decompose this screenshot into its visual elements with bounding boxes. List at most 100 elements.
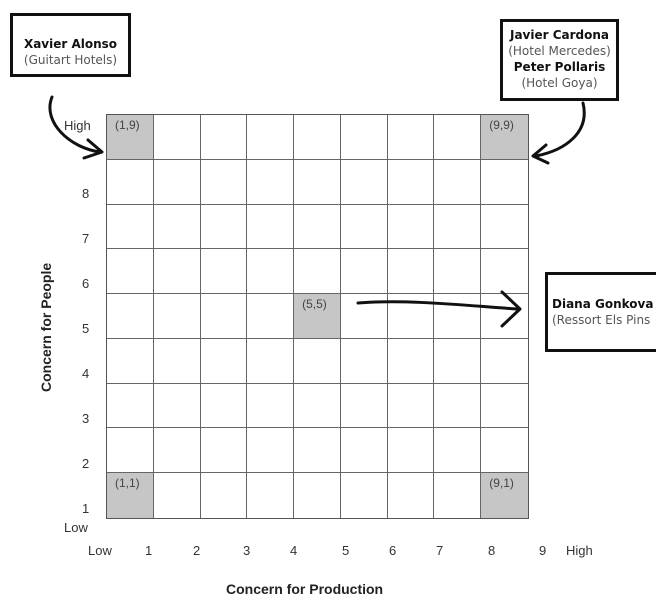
cell-label: (9,9) (489, 118, 514, 132)
grid-cell (294, 204, 341, 250)
callout-name: Javier Cardona (509, 28, 610, 42)
grid-cell (387, 428, 435, 474)
arrow-cardona (534, 101, 586, 158)
grid-cell (481, 294, 528, 339)
x-tick: 3 (243, 543, 251, 558)
grid-cell (434, 204, 482, 250)
x-axis-low-label: Low (88, 543, 112, 558)
grid-cell (434, 383, 482, 429)
grid-cell (247, 204, 295, 250)
grid-cell (153, 294, 201, 339)
callout-org: (Ressort Els Pins (552, 313, 651, 327)
grid-cell (387, 473, 435, 518)
grid-cell (481, 338, 528, 384)
grid-cell (247, 473, 295, 518)
x-tick: 8 (488, 543, 496, 558)
grid-cell-9-1: (9,1) (481, 473, 528, 518)
grid-cell (247, 249, 295, 295)
y-tick: 3 (82, 411, 90, 426)
grid-cell (294, 115, 341, 160)
grid-cell (481, 159, 528, 205)
grid-cell (387, 383, 435, 429)
grid-cell (200, 159, 248, 205)
y-tick: 4 (82, 366, 90, 381)
grid-cell (200, 473, 248, 518)
callout-name: Xavier Alonso (23, 37, 118, 51)
arrow-alonso-head (82, 138, 104, 160)
grid-cell (200, 338, 248, 384)
grid-cell (340, 159, 388, 205)
grid-cell (340, 383, 388, 429)
grid-cell (200, 204, 248, 250)
grid-cell (481, 428, 528, 474)
grid-cell-5-5: (5,5) (294, 294, 341, 339)
grid-cell (247, 115, 295, 160)
grid-cell (200, 294, 248, 339)
grid-cell (153, 473, 201, 518)
grid-cell (434, 338, 482, 384)
grid-cell (434, 249, 482, 295)
y-tick: 2 (82, 456, 90, 471)
y-tick: 6 (82, 276, 90, 291)
callout-cardona-pollaris: Javier Cardona (Hotel Mercedes) Peter Po… (500, 19, 619, 101)
callout-xavier-alonso: Xavier Alonso (Guitart Hotels) (10, 13, 131, 77)
grid-cell (153, 338, 201, 384)
callout-org: (Hotel Goya) (521, 76, 598, 90)
grid-cell (340, 204, 388, 250)
grid-cell (434, 115, 482, 160)
grid-cell (200, 383, 248, 429)
grid-cell (434, 294, 482, 339)
callout-name: Diana Gonkova (552, 297, 654, 311)
grid-cell (200, 428, 248, 474)
grid-cell (387, 159, 435, 205)
x-tick: 5 (342, 543, 350, 558)
grid-cell (107, 204, 154, 250)
y-tick: 5 (82, 321, 90, 336)
cell-label: (9,1) (489, 476, 514, 491)
grid-cell (294, 159, 341, 205)
managerial-grid: (1,9) (9,9) (5,5) (106, 114, 529, 519)
grid-cell-1-1: (1,1) (107, 473, 154, 518)
grid-cell (247, 428, 295, 474)
x-tick: 2 (193, 543, 201, 558)
x-tick: 7 (436, 543, 444, 558)
grid-cell (294, 473, 341, 518)
grid-cell (387, 249, 435, 295)
grid-cell (153, 428, 201, 474)
callout-org: (Hotel Mercedes) (508, 44, 611, 58)
grid-cell (340, 249, 388, 295)
grid-cell (153, 249, 201, 295)
grid-cell (434, 473, 482, 518)
grid-cell-1-9: (1,9) (107, 115, 154, 160)
grid-cell (107, 159, 154, 205)
grid-cell (294, 338, 341, 384)
x-axis-title: Concern for Production (226, 581, 384, 597)
x-axis-high-label: High (566, 543, 593, 558)
grid-cell (434, 428, 482, 474)
x-tick: 4 (290, 543, 298, 558)
grid-cell (481, 249, 528, 295)
y-tick: 1 (82, 501, 90, 516)
grid-cell (200, 115, 248, 160)
x-tick: 9 (539, 543, 547, 558)
grid-cell (481, 383, 528, 429)
grid-cell (247, 338, 295, 384)
y-axis-low-label: Low (64, 520, 88, 535)
arrow-cardona-head (531, 143, 550, 165)
grid-cell (200, 249, 248, 295)
y-tick: 7 (82, 231, 90, 246)
grid-cell (107, 294, 154, 339)
grid-cell (340, 115, 388, 160)
grid-cell (107, 249, 154, 295)
grid-cell (247, 159, 295, 205)
grid-cell (153, 115, 201, 160)
grid-cell (107, 338, 154, 384)
grid-cell (340, 473, 388, 518)
cell-label: (1,1) (115, 476, 140, 491)
grid-cell (434, 159, 482, 205)
grid-cell (387, 204, 435, 250)
grid-cell (387, 338, 435, 384)
grid-cell (107, 428, 154, 474)
grid-cell (247, 294, 295, 339)
y-axis-high-label: High (64, 118, 91, 133)
